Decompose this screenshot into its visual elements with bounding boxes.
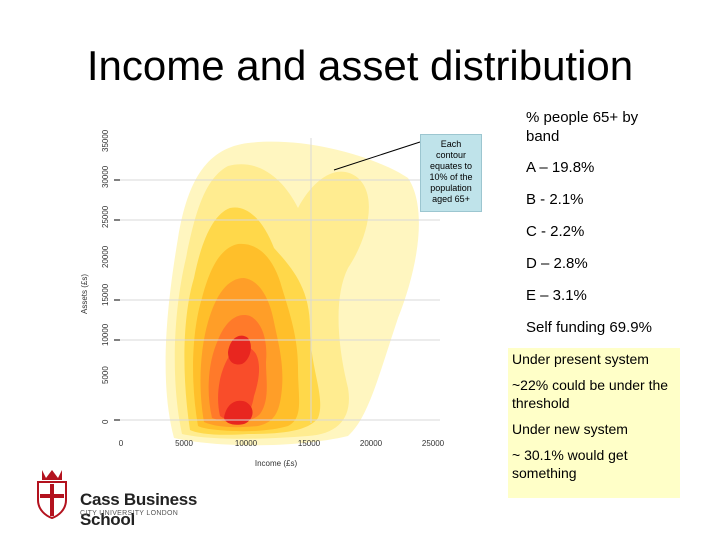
callout-line: Each — [440, 139, 462, 149]
y-tick-label: 20000 — [101, 245, 110, 268]
income-asset-contour-plot: 0 5000 10000 15000 20000 25000 30000 350… — [80, 129, 445, 468]
x-tick-label: 15000 — [298, 439, 321, 448]
y-tick-labels: 0 5000 10000 15000 20000 25000 30000 350… — [101, 129, 110, 424]
x-tick-label: 25000 — [422, 439, 445, 448]
band-statistics: % people 65+ by band A – 19.8% B - 2.1% … — [526, 108, 716, 350]
contour-8-upper — [228, 335, 251, 365]
note-line: ~22% could be under the threshold — [512, 377, 669, 411]
band-item: E – 3.1% — [526, 287, 587, 304]
y-tick-label: 5000 — [101, 366, 110, 384]
crest-icon — [37, 470, 67, 520]
band-statistics-header: % people 65+ by band — [526, 109, 639, 145]
y-axis-label: Assets (£s) — [80, 274, 89, 314]
y-axis-ticks — [114, 179, 120, 421]
note-line: ~ 30.1% would get something — [512, 447, 628, 481]
band-item: A – 19.8% — [526, 159, 595, 176]
callout-line: equates to — [429, 161, 473, 171]
callout-line: population — [430, 183, 472, 193]
x-axis-label: Income (£s) — [255, 459, 298, 468]
callout-line: aged 65+ — [432, 194, 470, 204]
y-tick-label: 0 — [101, 419, 110, 424]
x-tick-labels: 0 5000 10000 15000 20000 25000 — [119, 439, 445, 448]
system-comparison-note: Under present system ~22% could be under… — [508, 348, 680, 498]
university-name: CITY UNIVERSITY LONDON — [80, 510, 179, 517]
cass-logo: Cass Business School CITY UNIVERSITY LON… — [30, 464, 230, 529]
note-line: Under present system — [512, 351, 649, 367]
contour-8-lower — [224, 400, 253, 425]
y-tick-label: 30000 — [101, 165, 110, 188]
callout-line: contour — [435, 150, 467, 160]
x-tick-label: 10000 — [235, 439, 258, 448]
y-tick-label: 35000 — [101, 129, 110, 152]
x-tick-label: 20000 — [360, 439, 383, 448]
callout-line: 10% of the — [429, 172, 473, 182]
x-tick-label: 0 — [119, 439, 124, 448]
y-tick-label: 25000 — [101, 205, 110, 228]
contour-callout: Each contour equates to 10% of the popul… — [420, 134, 482, 212]
band-item: Self funding 69.9% — [526, 319, 652, 336]
band-item: C - 2.2% — [526, 223, 585, 240]
callout-leader-line — [333, 141, 421, 171]
gridlines — [120, 138, 440, 423]
contour-7 — [218, 346, 260, 421]
y-tick-label: 10000 — [101, 323, 110, 346]
note-line: Under new system — [512, 421, 628, 437]
band-item: D – 2.8% — [526, 255, 588, 272]
school-name: Cass Business School — [80, 490, 198, 529]
y-tick-label: 15000 — [101, 283, 110, 306]
band-item: B - 2.1% — [526, 191, 584, 208]
slide-title: Income and asset distribution — [86, 42, 634, 89]
x-tick-label: 5000 — [175, 439, 193, 448]
contour-layers — [165, 141, 419, 446]
